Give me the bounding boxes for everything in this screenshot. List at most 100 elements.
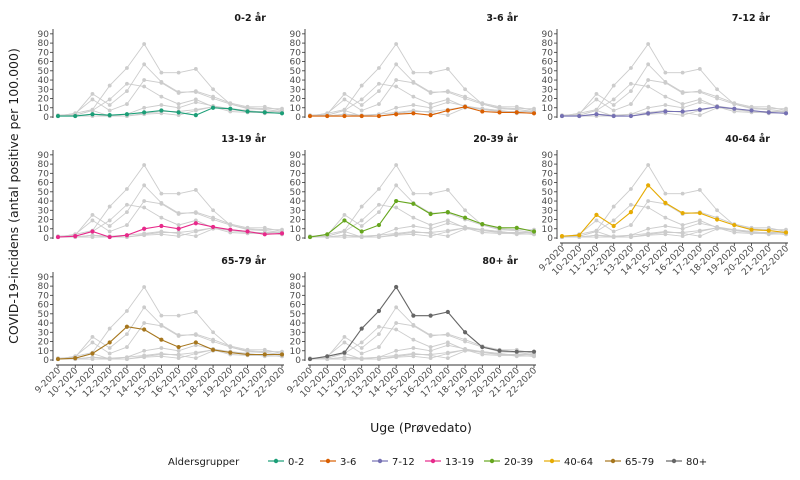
background-point (159, 103, 164, 107)
series-point-13-19 (193, 221, 198, 226)
series-point-13-19 (279, 231, 285, 236)
background-point (193, 107, 198, 112)
series-point-80+ (411, 313, 416, 318)
y-tick-label: 60 (542, 179, 554, 189)
series-point-65-79 (55, 356, 61, 362)
series-point-80+ (514, 349, 519, 354)
background-point (228, 345, 233, 349)
background-point (193, 228, 198, 233)
background-point (176, 191, 181, 196)
series-line-40-64 (561, 184, 787, 237)
background-point (594, 92, 599, 96)
background-point (514, 106, 519, 111)
legend-item-65-79: 65-79 (605, 457, 654, 468)
series-point-13-19 (245, 229, 250, 234)
y-tick-label: 70 (38, 291, 50, 301)
series-point-0-2 (90, 112, 95, 117)
y-tick-label: 10 (542, 225, 554, 235)
series-point-13-19 (159, 223, 164, 229)
y-tick-label: 0 (43, 356, 49, 366)
series-point-13-19 (262, 232, 267, 237)
background-point (629, 223, 633, 227)
background-line-13-19 (57, 101, 283, 117)
series-point-20-39 (376, 222, 382, 228)
background-point (646, 226, 651, 231)
series-point-0-2 (159, 108, 164, 113)
background-point (107, 83, 112, 88)
series-point-13-19 (55, 234, 61, 240)
background-point (697, 218, 702, 223)
background-point (176, 333, 181, 337)
background-point (463, 208, 467, 213)
background-point (359, 357, 364, 361)
series-point-65-79 (90, 351, 95, 356)
background-point (176, 313, 181, 318)
panel-title: 7-12 år (732, 13, 770, 24)
background-line-65-79 (309, 83, 534, 117)
y-tick-label: 20 (542, 95, 554, 105)
series-point-80+ (445, 309, 450, 315)
y-tick-label: 10 (38, 225, 50, 235)
series-point-13-19 (90, 229, 95, 234)
series-point-80+ (462, 330, 468, 335)
background-point (107, 357, 112, 361)
series-point-0-2 (73, 113, 78, 119)
series-point-80+ (376, 308, 382, 314)
background-point (159, 322, 164, 327)
background-point (377, 355, 381, 360)
y-tick-label: 80 (38, 39, 50, 49)
y-tick-label: 90 (290, 30, 302, 40)
series-point-13-19 (176, 226, 181, 231)
legend-label: 40-64 (564, 457, 593, 468)
background-point (411, 337, 416, 342)
background-line-3-6 (562, 106, 787, 117)
background-line-65-79 (561, 204, 786, 238)
series-point-80+ (480, 344, 485, 350)
background-point (411, 224, 416, 228)
background-point (680, 70, 685, 75)
background-point (176, 90, 181, 94)
series-point-80+ (359, 326, 364, 331)
series-point-20-39 (531, 229, 537, 234)
background-point (107, 97, 112, 102)
series-point-20-39 (462, 215, 468, 220)
background-point (90, 233, 95, 238)
background-point (463, 339, 467, 344)
panel-8: 80+ år01020304050607080909-202010-202011… (286, 256, 540, 400)
background-point (732, 228, 737, 233)
series-point-20-39 (428, 211, 433, 217)
background-point (262, 106, 267, 111)
background-point (359, 103, 364, 107)
background-point (142, 84, 147, 89)
series-point-65-79 (159, 337, 164, 342)
background-point (611, 229, 616, 234)
background-line-3-6 (310, 227, 535, 238)
series-point-20-39 (445, 210, 450, 215)
background-point (411, 94, 416, 99)
series-point-7-12 (559, 113, 565, 119)
y-tick-label: 90 (290, 273, 302, 283)
background-point (107, 229, 112, 234)
background-point (394, 205, 399, 210)
background-point (394, 354, 399, 359)
background-point (445, 350, 450, 355)
background-point (629, 102, 633, 106)
series-point-7-12 (646, 111, 651, 116)
background-point (411, 79, 416, 84)
background-point (142, 199, 147, 203)
background-point (629, 81, 633, 86)
background-point (90, 335, 95, 339)
series-point-40-64 (663, 200, 668, 205)
background-point (193, 67, 198, 71)
background-point (377, 210, 381, 215)
background-point (342, 92, 347, 96)
legend-item-7-12: 7-12 (372, 457, 415, 468)
background-point (697, 97, 702, 102)
legend: Aldersgrupper 0-2 3-6 7-12 13-19 20-39 40-64 65… (168, 457, 707, 468)
y-tick-label: 10 (290, 225, 302, 235)
y-tick-label: 60 (290, 301, 302, 311)
y-tick-label: 0 (43, 113, 49, 123)
background-point (715, 225, 719, 230)
background-point (193, 234, 198, 239)
